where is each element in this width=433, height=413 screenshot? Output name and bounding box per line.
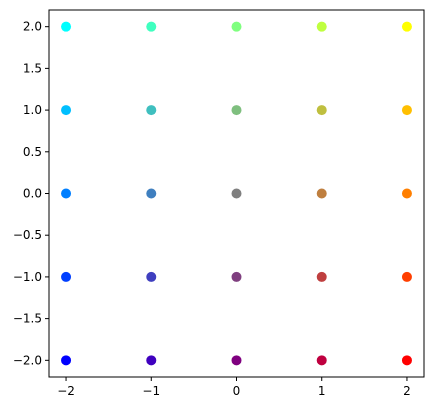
y-tick-label: −1.5 (13, 312, 42, 326)
scatter-point (316, 105, 327, 116)
x-axis: −2 −1 0 1 2 (57, 377, 411, 398)
scatter-point (146, 355, 157, 366)
scatter-point (146, 21, 157, 32)
scatter-point (146, 188, 157, 199)
scatter-point (146, 271, 157, 282)
scatter-point (231, 105, 242, 116)
scatter-point (316, 271, 327, 282)
scatter-point (316, 188, 327, 199)
y-axis: −2.0 −1.5 −1.0 −0.5 0.0 0.5 1.0 1.5 2.0 (13, 20, 49, 367)
y-tick-label: −2.0 (13, 353, 42, 367)
y-tick-label: −1.0 (13, 270, 42, 284)
scatter-point (61, 105, 72, 116)
scatter-point (61, 188, 72, 199)
scatter-point (231, 355, 242, 366)
x-tick-label: 2 (403, 384, 411, 398)
scatter-point (401, 21, 412, 32)
y-tick-label: 0.0 (23, 187, 42, 201)
scatter-points (61, 21, 412, 366)
scatter-point (231, 188, 242, 199)
y-tick-label: 2.0 (23, 20, 42, 34)
scatter-point (61, 355, 72, 366)
scatter-point (316, 21, 327, 32)
scatter-point (146, 105, 157, 116)
y-tick-label: 1.5 (23, 61, 42, 75)
scatter-point (401, 105, 412, 116)
scatter-point (61, 271, 72, 282)
scatter-point (316, 355, 327, 366)
plot-area-frame (48, 9, 425, 378)
y-tick-label: −0.5 (13, 228, 42, 242)
x-tick-label: 0 (233, 384, 241, 398)
scatter-point (231, 271, 242, 282)
scatter-point (61, 21, 72, 32)
x-tick-label: −1 (142, 384, 160, 398)
scatter-point (401, 271, 412, 282)
x-tick-label: −2 (57, 384, 75, 398)
y-tick-label: 1.0 (23, 103, 42, 117)
y-tick-label: 0.5 (23, 145, 42, 159)
x-tick-label: 1 (318, 384, 326, 398)
scatter-point (401, 188, 412, 199)
scatter-point (231, 21, 242, 32)
scatter-point (401, 355, 412, 366)
